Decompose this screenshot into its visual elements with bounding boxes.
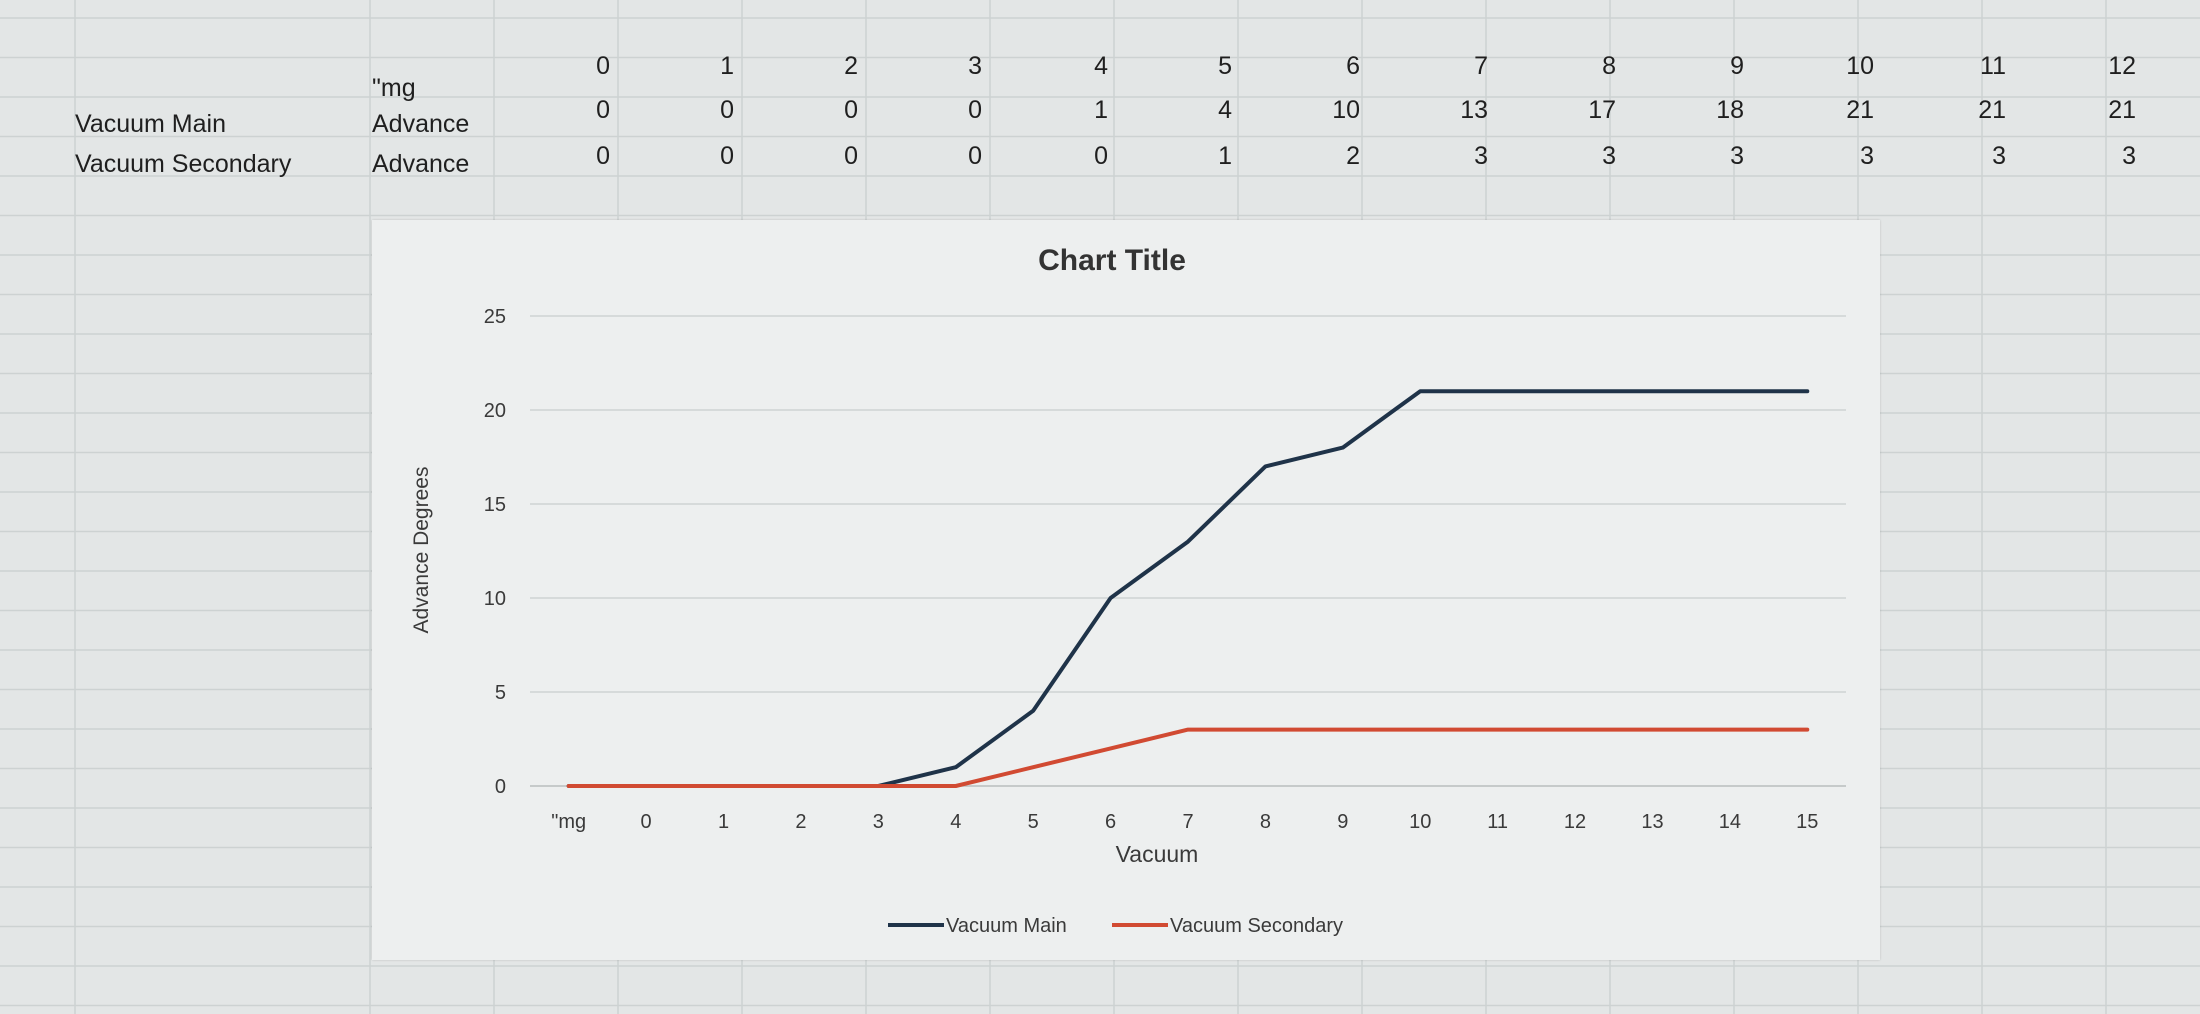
vacuum-main-cell[interactable]: 17 (1588, 96, 1616, 124)
y-tick-label: 0 (495, 776, 506, 798)
x-tick-label: 10 (1409, 811, 1431, 833)
x-tick-label: "mg (551, 811, 586, 833)
header-cell[interactable]: 12 (2108, 52, 2136, 80)
header-cell[interactable]: 7 (1474, 52, 1488, 80)
y-axis-label: Advance Degrees (410, 467, 433, 634)
vacuum-secondary-cell[interactable]: 3 (1474, 142, 1488, 170)
x-tick-label: 8 (1260, 811, 1271, 833)
y-tick-label: 5 (495, 682, 506, 704)
vacuum-secondary-cell[interactable]: 0 (596, 142, 610, 170)
vacuum-secondary-cell[interactable]: 3 (1860, 142, 1874, 170)
x-tick-label: 5 (1028, 811, 1039, 833)
x-tick-label: 13 (1641, 811, 1663, 833)
y-tick-label: 10 (484, 588, 506, 610)
line-chart: Chart Title Advance Degrees Vacuum 05101… (410, 244, 1846, 937)
header-cell[interactable]: 5 (1218, 52, 1232, 80)
x-tick-label: 4 (950, 811, 961, 833)
vacuum-secondary-cell[interactable]: 0 (968, 142, 982, 170)
x-tick-label: 15 (1796, 811, 1818, 833)
x-tick-label: 3 (873, 811, 884, 833)
x-tick-label: 11 (1487, 811, 1508, 833)
x-tick-label: 9 (1337, 811, 1348, 833)
x-tick-label: 0 (641, 811, 652, 833)
header-cell[interactable]: 3 (968, 52, 982, 80)
legend-entry[interactable]: Vacuum Secondary (1170, 915, 1343, 937)
header-cell[interactable]: 9 (1730, 52, 1744, 80)
header-row-label[interactable]: "mg (372, 74, 416, 102)
vacuum-secondary-cell[interactable]: 0 (844, 142, 858, 170)
vacuum-secondary-cell[interactable]: 2 (1346, 142, 1360, 170)
vacuum-secondary-cell[interactable]: 3 (2122, 142, 2136, 170)
vacuum-main-cell[interactable]: 13 (1460, 96, 1488, 124)
header-cell[interactable]: 8 (1602, 52, 1616, 80)
x-axis-label: Vacuum (1116, 841, 1199, 867)
y-tick-label: 25 (484, 306, 506, 328)
header-cell[interactable]: 10 (1846, 52, 1874, 80)
x-tick-label: 12 (1564, 811, 1586, 833)
header-cell[interactable]: 4 (1094, 52, 1108, 80)
vacuum-secondary-cell[interactable]: 3 (1602, 142, 1616, 170)
x-tick-label: 1 (718, 811, 729, 833)
header-cell[interactable]: 11 (1980, 52, 2006, 80)
series-line-vacuum-main[interactable] (566, 389, 1810, 788)
vacuum-main-cell[interactable]: 21 (2108, 96, 2136, 124)
vacuum-main-cell[interactable]: 0 (596, 96, 610, 124)
x-tick-label: 6 (1105, 811, 1116, 833)
vacuum-main-cell[interactable]: 0 (844, 96, 858, 124)
x-tick-label: 2 (795, 811, 806, 833)
row-name-vacuum-secondary[interactable]: Vacuum Secondary (75, 150, 292, 178)
header-cell[interactable]: 2 (844, 52, 858, 80)
vacuum-main-cell[interactable]: 0 (720, 96, 734, 124)
vacuum-secondary-cell[interactable]: 0 (1094, 142, 1108, 170)
vacuum-secondary-cell[interactable]: 3 (1730, 142, 1744, 170)
row-label-vacuum-main[interactable]: Advance (372, 110, 470, 138)
row-label-vacuum-secondary[interactable]: Advance (372, 150, 470, 178)
vacuum-main-cell[interactable]: 0 (968, 96, 982, 124)
legend-entry[interactable]: Vacuum Main (946, 915, 1067, 937)
chart-panel[interactable]: Chart Title Advance Degrees Vacuum 0 5 10 1… (372, 220, 1880, 960)
vacuum-main-cell[interactable]: 4 (1218, 96, 1232, 124)
y-tick-label: 15 (484, 494, 506, 516)
vacuum-main-cell[interactable]: 18 (1716, 96, 1744, 124)
x-tick-label: 14 (1719, 811, 1741, 833)
vacuum-main-cell[interactable]: 1 (1094, 96, 1108, 124)
vacuum-main-cell[interactable]: 21 (1846, 96, 1874, 124)
y-tick-label: 20 (484, 400, 506, 422)
row-name-vacuum-main[interactable]: Vacuum Main (75, 110, 226, 138)
header-cell[interactable]: 1 (720, 52, 734, 80)
vacuum-secondary-cell[interactable]: 0 (720, 142, 734, 170)
header-cell[interactable]: 0 (596, 52, 610, 80)
vacuum-main-cell[interactable]: 21 (1978, 96, 2006, 124)
chart-title: Chart Title (1038, 244, 1186, 277)
vacuum-main-cell[interactable]: 10 (1332, 96, 1360, 124)
series-line-vacuum-secondary[interactable] (566, 727, 1810, 788)
vacuum-secondary-cell[interactable]: 3 (1992, 142, 2006, 170)
header-cell[interactable]: 6 (1346, 52, 1360, 80)
chart-legend: Vacuum Main Vacuum Secondary (888, 915, 1343, 937)
vacuum-secondary-cell[interactable]: 1 (1218, 142, 1232, 170)
x-tick-label: 7 (1182, 811, 1193, 833)
